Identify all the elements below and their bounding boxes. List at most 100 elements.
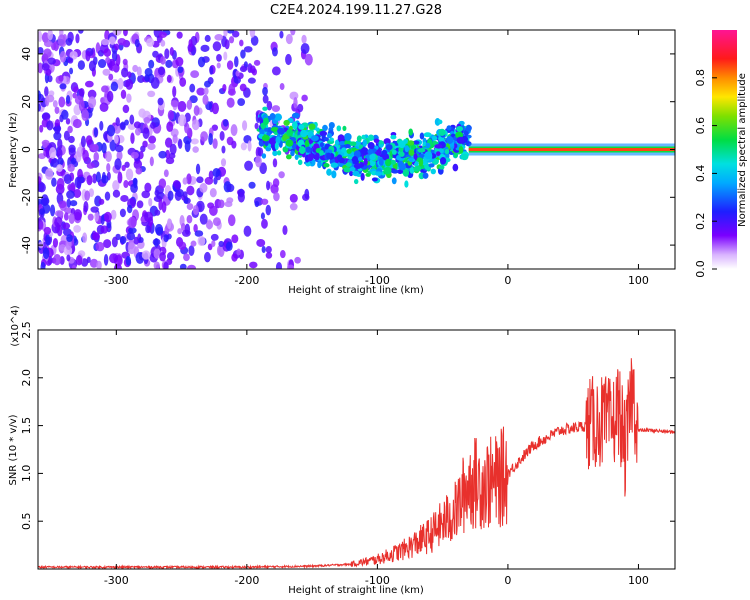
spectrogram-noise-blob: [65, 118, 71, 125]
spectrogram-noise-blob: [66, 254, 71, 262]
spectrogram-noise-blob: [150, 121, 157, 129]
spectrogram-noise-blob: [67, 163, 75, 172]
spectrogram-signal-blob: [371, 177, 378, 182]
spectrogram-signal-blob: [307, 153, 314, 162]
spectrogram-noise-blob: [232, 30, 240, 38]
spectrogram-noise-blob: [56, 177, 65, 190]
spectrogram-noise-blob: [46, 120, 54, 131]
spectrogram-noise-blob: [54, 216, 63, 228]
spectrogram-signal-blob: [398, 140, 406, 148]
spectrogram-signal-blob: [263, 127, 268, 132]
spectrogram-signal-blob: [262, 106, 268, 111]
spectrogram-noise-blob: [145, 224, 151, 234]
spectrogram-noise-blob: [304, 53, 313, 66]
spectrogram-noise-blob: [42, 112, 50, 120]
spectrogram-noise-blob: [158, 198, 163, 211]
spectrogram-noise-blob: [180, 223, 186, 231]
spectrogram-noise-blob: [144, 211, 153, 223]
spectrogram-noise-blob: [125, 255, 131, 266]
spectrogram-noise-blob: [86, 256, 91, 264]
spectrogram-signal-blob: [367, 142, 375, 150]
spectrogram-signal-blob: [319, 130, 328, 137]
spectrogram-noise-blob: [231, 234, 239, 244]
spectrogram-noise-blob: [53, 254, 62, 266]
spectrogram-noise-blob: [125, 78, 134, 90]
spectrogram-noise-blob: [190, 70, 200, 78]
spectrogram-noise-blob: [92, 173, 98, 184]
spectrogram-noise-blob: [160, 39, 166, 47]
spectrogram-noise-blob: [112, 30, 122, 36]
spectrogram-noise-blob: [234, 56, 239, 68]
spectrogram-noise-blob: [189, 83, 196, 93]
spectrogram-signal-blob: [338, 141, 346, 146]
spectrogram-signal-blob: [322, 124, 328, 132]
spectrogram-signal-blob: [413, 165, 422, 172]
spectrogram-signal-blob: [438, 165, 445, 170]
spectrogram-noise-blob: [49, 204, 56, 217]
snr-ytick-label: 0.5: [20, 512, 33, 530]
spectrogram-noise-blob: [78, 99, 85, 112]
spectrogram-noise-blob: [261, 218, 268, 229]
spectrogram-noise-blob: [209, 188, 217, 198]
spectrogram-noise-blob: [188, 39, 193, 48]
spectrogram-noise-blob: [114, 43, 120, 51]
spectrogram-noise-blob: [133, 177, 138, 189]
spectrogram-signal-blob: [453, 152, 458, 158]
spectrogram-noise-blob: [175, 189, 184, 198]
spectrogram-signal-blob: [360, 172, 365, 181]
spectrogram-noise-blob: [109, 139, 117, 152]
spectrogram-signal-blob: [336, 125, 342, 132]
spectrogram-signal-blob: [345, 162, 352, 167]
spectrogram-noise-blob: [212, 41, 222, 52]
spectrogram-signal-blob: [390, 159, 396, 165]
spectrogram-noise-blob: [177, 228, 183, 235]
spectrogram-noise-blob: [150, 77, 160, 89]
spectrogram-noise-blob: [262, 94, 269, 104]
spectrogram-noise-blob: [122, 104, 130, 114]
spectrogram-noise-blob: [193, 105, 200, 116]
spectrogram-noise-blob: [272, 178, 280, 188]
spectrogram-noise-blob: [192, 204, 199, 216]
spectrogram-noise-blob: [101, 174, 109, 184]
spectrogram-noise-blob: [50, 158, 60, 168]
spectrogram-noise-blob: [74, 176, 82, 189]
spectrogram-noise-blob: [73, 209, 83, 221]
snr-xtick-label: -300: [104, 574, 129, 587]
spectrogram-noise-blob: [111, 50, 118, 62]
spectrogram-noise-blob: [56, 148, 63, 160]
spectrogram-noise-blob: [247, 140, 252, 152]
spectrogram-signal-blob: [308, 123, 316, 130]
colorbar-tick-label: 0.0: [694, 260, 707, 278]
spectrogram-signal-blob: [417, 148, 426, 153]
snr-panel: -300 -200 -100 0 100 0.5 1.0 1.5 2.0 2.5 Height o…: [8, 305, 676, 596]
spectrogram-noise-blob: [209, 205, 218, 216]
spectrogram-noise-blob: [177, 114, 187, 127]
spectrogram-signal-blob: [341, 147, 347, 153]
spectrogram-noise-blob: [192, 146, 199, 153]
spectrogram-noise-blob: [207, 243, 213, 251]
spectrogram-noise-blob: [73, 224, 82, 233]
spectrogram-noise-blob: [197, 56, 206, 68]
spectrogram-signal-blob: [304, 139, 310, 148]
spectrogram-signal-blob: [276, 150, 282, 156]
spectrogram-noise-blob: [174, 180, 182, 190]
spectrogram-noise-blob: [240, 142, 247, 151]
snr-background: [38, 330, 675, 569]
spectrogram-signal-blob: [326, 152, 332, 160]
spectrogram-noise-blob: [212, 217, 221, 227]
spectrogram-noise-blob: [153, 238, 159, 248]
spectrogram-noise-blob: [230, 124, 238, 137]
spectrogram-noise-blob: [109, 253, 118, 264]
spectrogram-noise-blob: [221, 145, 226, 154]
spectrogram-noise-blob: [121, 164, 126, 172]
spectrogram-signal-blob: [262, 134, 270, 142]
spectrogram-signal-blob: [408, 149, 415, 156]
spectrogram-noise-blob: [154, 209, 161, 216]
colorbar-tick-label: 0.2: [694, 212, 707, 230]
spectrogram-signal-blob: [324, 137, 329, 142]
spectrogram-noise-blob: [68, 144, 76, 153]
spectrogram-noise-blob: [47, 30, 54, 41]
spectrogram-noise-blob: [301, 34, 307, 44]
spectrogram-noise-blob: [239, 66, 248, 73]
